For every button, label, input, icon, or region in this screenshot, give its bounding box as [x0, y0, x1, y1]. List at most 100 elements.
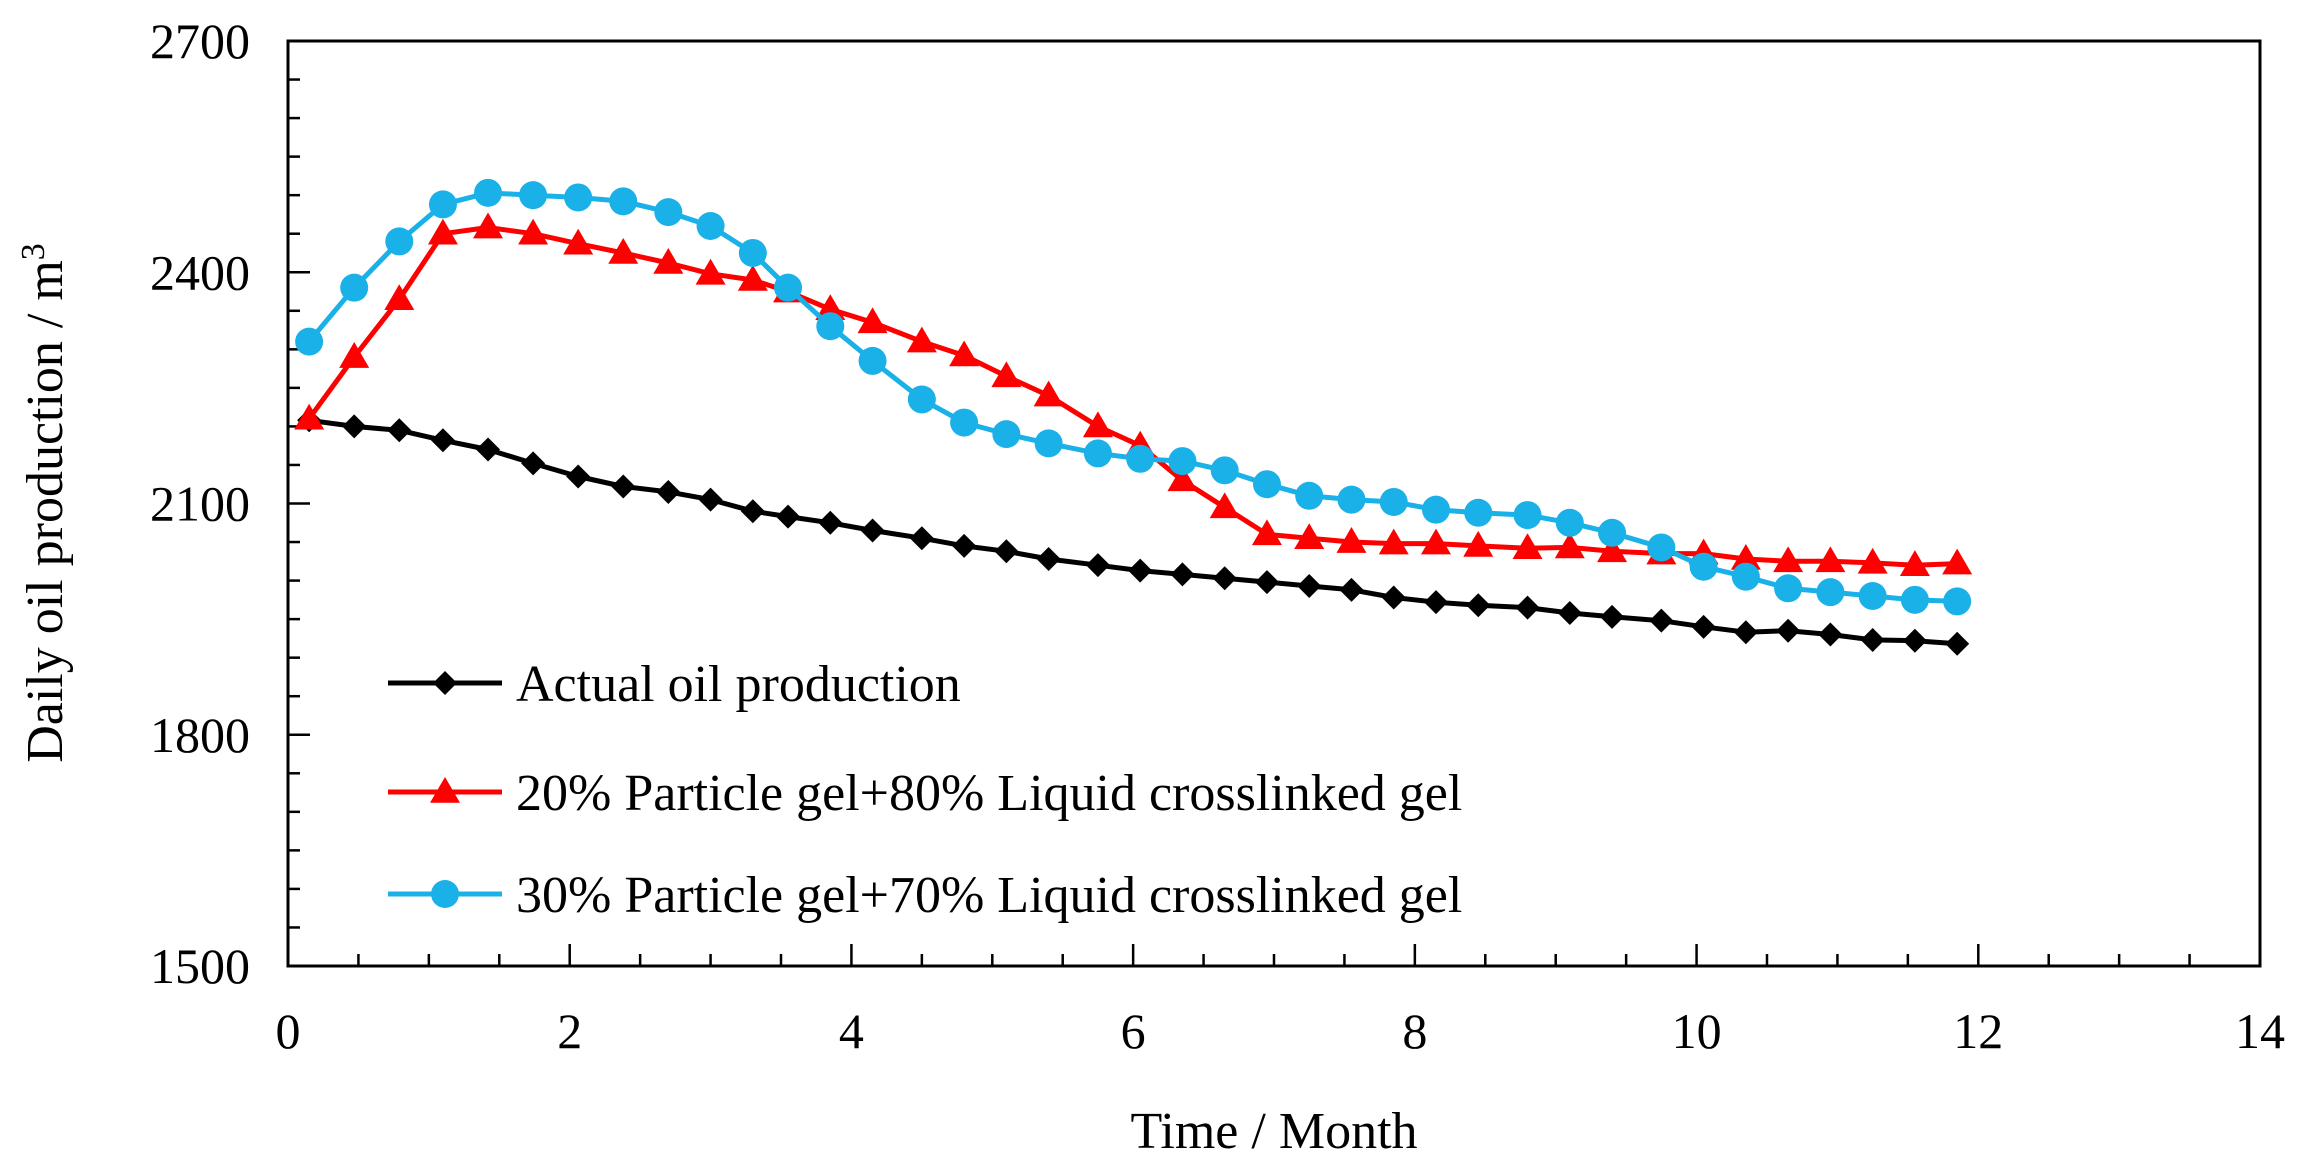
data-point — [566, 464, 591, 489]
x-tick-label: 2 — [557, 1003, 582, 1059]
data-point — [430, 428, 455, 453]
data-point — [1464, 498, 1493, 527]
legend-label: Actual oil production — [516, 656, 961, 713]
data-point — [518, 218, 549, 245]
legend-marker — [433, 671, 457, 695]
data-point — [1816, 578, 1845, 607]
plot-area — [286, 39, 2262, 968]
data-point — [1689, 552, 1718, 581]
data-point — [1773, 546, 1804, 573]
data-point — [1170, 562, 1195, 587]
data-point — [1254, 570, 1279, 595]
data-point — [1168, 447, 1197, 476]
data-point — [295, 327, 324, 356]
x-axis-title: Time / Month — [1130, 1103, 1417, 1160]
data-point — [776, 504, 801, 529]
legend-label: 20% Particle gel+80% Liquid crosslinked … — [516, 765, 1462, 822]
data-point — [1379, 487, 1408, 516]
data-point — [738, 238, 767, 267]
data-point — [340, 273, 369, 302]
legend-marker — [431, 880, 459, 908]
data-point — [994, 539, 1019, 564]
y-axis-title-text: Daily oil production / m — [17, 260, 74, 763]
data-point — [1858, 582, 1887, 610]
data-point — [1860, 627, 1885, 652]
data-point — [1776, 618, 1801, 643]
y-tick-label: 2100 — [150, 476, 250, 532]
data-point — [656, 479, 681, 504]
data-point — [1943, 587, 1972, 616]
data-point — [473, 212, 504, 239]
legend: Actual oil production 20% Particle gel+80… — [388, 656, 1462, 924]
x-tick-label: 14 — [2235, 1003, 2285, 1059]
data-point — [1297, 573, 1322, 598]
data-point — [1339, 577, 1364, 602]
data-point — [474, 178, 503, 207]
x-tick-label: 6 — [1121, 1003, 1146, 1059]
legend-marker — [430, 777, 460, 803]
data-point — [1774, 574, 1803, 603]
x-tick-label: 0 — [276, 1003, 301, 1059]
data-point — [1647, 533, 1676, 562]
data-point — [1555, 508, 1584, 537]
data-point — [1085, 553, 1110, 578]
y-axis-title: Daily oil production / m3 — [15, 243, 74, 763]
data-point — [860, 518, 885, 543]
legend-entry-1: Actual oil production — [388, 656, 961, 713]
data-point — [1126, 444, 1155, 473]
x-tick-label: 4 — [839, 1003, 864, 1059]
y-tick-label: 2400 — [150, 244, 250, 300]
data-point — [384, 284, 415, 311]
data-point — [1649, 608, 1674, 633]
data-point — [1554, 532, 1585, 559]
x-tick-label: 10 — [1672, 1003, 1722, 1059]
data-point — [608, 237, 639, 264]
data-point — [1294, 523, 1325, 549]
x-tick-label: 8 — [1402, 1003, 1427, 1059]
y-tick-label: 1500 — [150, 938, 250, 994]
data-point — [611, 474, 636, 499]
data-point — [653, 248, 684, 274]
y-tick-labels: 1500 1800 2100 2400 2700 — [150, 13, 250, 994]
x-tick-label: 12 — [1953, 1003, 2003, 1059]
data-point — [1167, 465, 1198, 492]
legend-entry-2: 20% Particle gel+80% Liquid crosslinked … — [388, 765, 1462, 822]
data-point — [1251, 519, 1282, 546]
data-point — [342, 414, 367, 439]
data-point — [950, 408, 979, 437]
series-layer — [294, 178, 1973, 656]
data-point — [1598, 518, 1627, 547]
data-point — [696, 212, 725, 240]
data-point — [952, 533, 977, 558]
data-point — [1082, 411, 1113, 438]
data-point — [1381, 585, 1406, 610]
data-point — [1945, 631, 1970, 656]
data-point — [1421, 495, 1450, 524]
data-point — [818, 510, 843, 535]
data-point — [1818, 622, 1843, 647]
data-point — [991, 361, 1022, 388]
data-point — [857, 307, 888, 334]
data-point — [1815, 546, 1846, 573]
y-axis-title-superscript: 3 — [15, 243, 52, 260]
data-point — [1557, 600, 1582, 625]
data-point — [906, 326, 937, 353]
axis-ticks — [286, 39, 2262, 968]
data-point — [1337, 485, 1366, 514]
legend-label: 30% Particle gel+70% Liquid crosslinked … — [516, 867, 1462, 924]
data-point — [1423, 590, 1448, 615]
data-point — [992, 420, 1021, 449]
data-point — [1733, 620, 1758, 645]
data-point — [476, 437, 501, 462]
data-point — [1899, 550, 1930, 576]
data-point — [774, 273, 803, 302]
data-point — [609, 187, 638, 216]
data-point — [563, 228, 594, 255]
data-point — [1212, 566, 1237, 591]
data-point — [816, 312, 845, 341]
data-point — [815, 294, 846, 321]
data-point — [1597, 536, 1628, 563]
data-point — [294, 403, 325, 430]
data-point — [1295, 481, 1324, 510]
